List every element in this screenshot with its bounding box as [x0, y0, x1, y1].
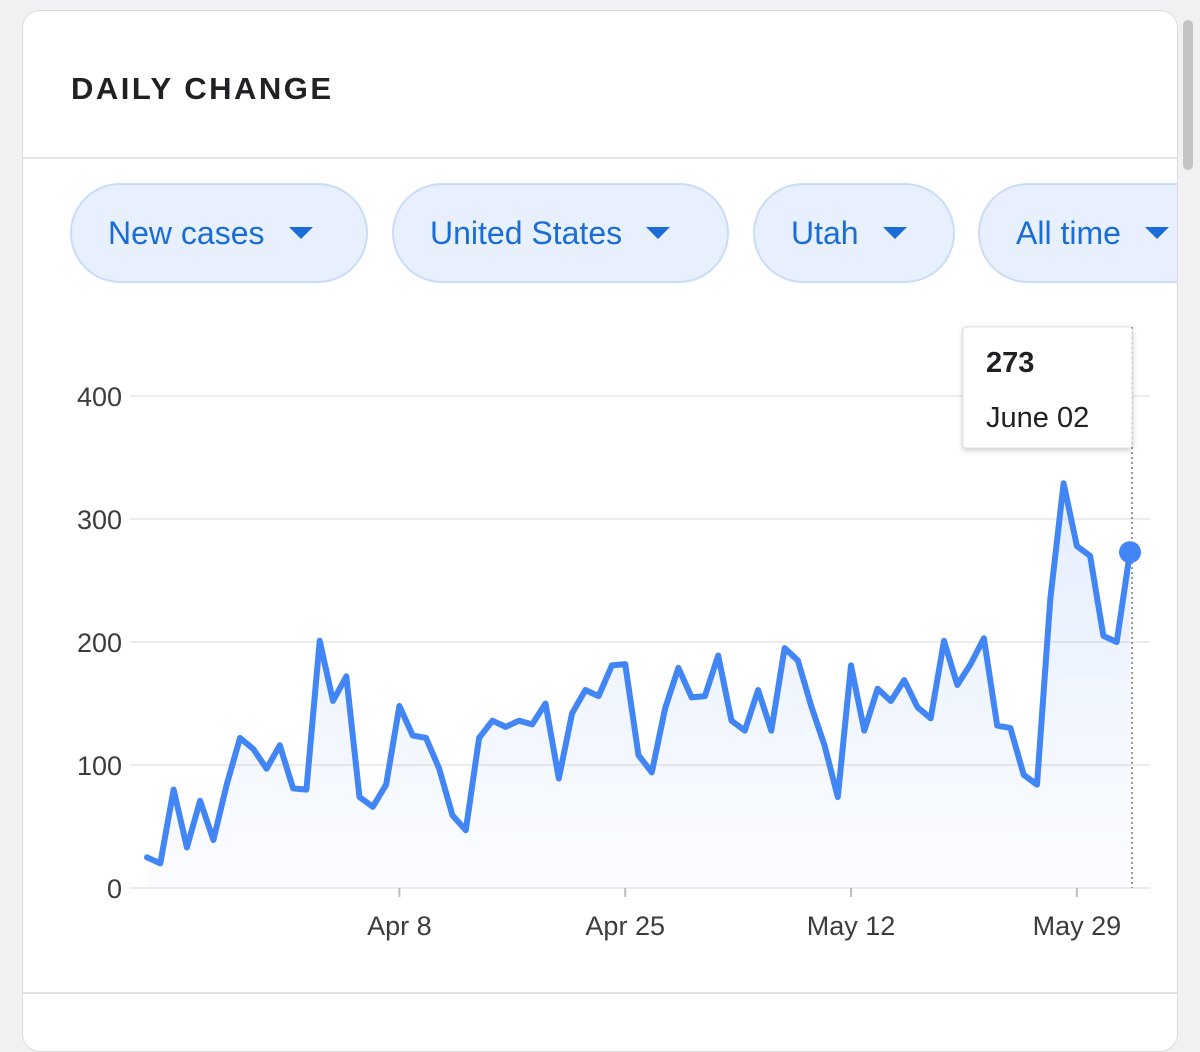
y-tick-label: 100	[77, 751, 122, 781]
tooltip-box	[962, 326, 1133, 449]
caret	[1144, 226, 1169, 239]
x-tick-label: Apr 25	[585, 911, 665, 941]
y-tick-label: 400	[77, 382, 122, 412]
x-tick-label: Apr 8	[367, 911, 432, 941]
chip-label: All time	[1016, 215, 1121, 251]
area	[147, 483, 1130, 888]
filter-chip[interactable]: New cases	[70, 183, 368, 283]
chart: 0 100 200 300 400 Apr 8 Apr 25 May 12 May 29 273 J…	[77, 326, 1150, 941]
caret	[646, 226, 671, 239]
filter-chip[interactable]: United States	[392, 183, 729, 283]
tooltip: 273 June 02	[962, 326, 1133, 449]
chip-label: New cases	[108, 215, 265, 251]
page: DAILY CHANGE New cases United States Uta…	[22, 10, 1193, 1052]
hover-point	[1119, 541, 1141, 564]
card-title: DAILY CHANGE	[71, 71, 334, 106]
divider	[23, 157, 1177, 159]
divider	[23, 992, 1177, 994]
x-tick-label: May 12	[807, 911, 896, 941]
y-tick-label: 200	[77, 628, 122, 658]
chip-label: Utah	[791, 215, 859, 251]
chip-label: United States	[430, 215, 623, 251]
caret	[882, 226, 907, 239]
x-tick-label: May 29	[1033, 911, 1122, 941]
y-tick-label: 0	[107, 874, 122, 904]
tooltip-date: June 02	[986, 402, 1089, 434]
tooltip-value: 273	[986, 347, 1034, 379]
scrollbar[interactable]	[1183, 20, 1193, 170]
line	[144, 480, 1133, 867]
caret	[288, 226, 313, 239]
filter-chip[interactable]: All time	[978, 183, 1177, 283]
y-tick-label: 300	[77, 505, 122, 535]
filter-chip[interactable]: Utah	[753, 183, 955, 283]
